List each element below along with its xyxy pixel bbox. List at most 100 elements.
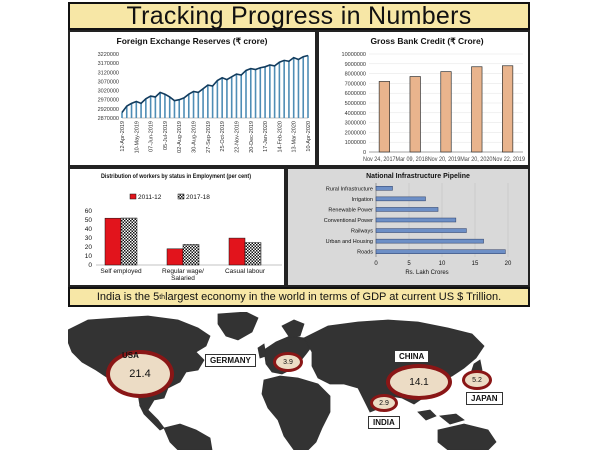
bubble-india-value: 2.9 — [379, 399, 389, 407]
credit-y-tick: 8000000 — [345, 72, 366, 78]
bubble-usa-value: 21.4 — [129, 368, 151, 380]
credit-y-tick: 9000000 — [345, 62, 366, 68]
forex-title: Foreign Exchange Reserves (₹ crore) — [117, 36, 268, 46]
pipeline-x-label: Rs. Lakh Crores — [405, 270, 448, 276]
pipeline-chart: National Infrastructure Pipeline 0 5 10 15 20… — [324, 173, 512, 276]
forex-chart: Foreign Exchange Reserves (₹ crore) 32200… — [98, 36, 312, 153]
credit-bar — [409, 76, 421, 153]
forex-x-tick: 25-Oct-2019 — [220, 121, 226, 152]
pipeline-bar — [375, 207, 439, 212]
label-germany: GERMANY — [205, 354, 256, 367]
forex-x-tick: 07-Jun-2019 — [149, 121, 155, 152]
pipeline-y-label: Railways — [351, 229, 373, 235]
forex-x-tick: 13-Mar-2020 — [292, 121, 298, 153]
workers-y-tick: 0 — [88, 262, 92, 269]
label-china: CHINA — [394, 350, 430, 363]
credit-x-labels: Nov 24, 2017Mar 09, 2018Nov 20, 2019Mar … — [363, 157, 526, 163]
workers-y-tick: 40 — [85, 226, 93, 233]
bubble-germany-value: 3.9 — [283, 358, 293, 366]
page-title-banner: Tracking Progress in Numbers — [68, 2, 530, 30]
forex-y-tick: 2970000 — [98, 98, 119, 104]
forex-x-tick: 20-Dec-2019 — [249, 121, 255, 153]
workers-y-tick: 50 — [85, 217, 93, 224]
label-usa: USA — [122, 351, 139, 360]
pipeline-bar — [375, 238, 484, 244]
credit-bar — [378, 81, 390, 153]
forex-x-tick: 17-Jan-2020 — [263, 121, 269, 152]
legend-label-2011: 2011-12 — [138, 194, 162, 201]
workers-bar-2011 — [166, 248, 184, 266]
credit-bar — [471, 66, 483, 153]
pipeline-bar — [375, 186, 393, 191]
pipeline-title: National Infrastructure Pipeline — [366, 173, 470, 180]
forex-x-tick: 10-Apr-2020 — [306, 121, 312, 152]
workers-x-label: Salaried — [171, 275, 195, 282]
forex-x-tick: 12-Apr-2019 — [120, 121, 126, 152]
credit-y-tick: 4000000 — [345, 111, 366, 117]
bubble-india: 2.9 — [370, 394, 398, 412]
pipeline-y-label: Urban and Housing — [326, 239, 373, 245]
credit-chart: Gross Bank Credit (₹ Crore)1000000090000… — [342, 36, 526, 163]
credit-bar — [502, 65, 514, 153]
bubble-china-value: 14.1 — [409, 376, 429, 388]
gdp-caption-text-before: India is the 5 — [96, 291, 160, 303]
pipeline-bar — [375, 249, 506, 254]
pipeline-x-tick: 15 — [472, 261, 479, 267]
pipeline-x-tick: 20 — [505, 261, 512, 267]
workers-bar-2017 — [182, 244, 200, 266]
forex-x-tick: 10-May-2019 — [134, 121, 140, 153]
workers-x-label: Self employed — [100, 268, 142, 275]
workers-bar-2017 — [244, 242, 262, 266]
workers-x-label: Casual labour — [225, 268, 266, 275]
workers-x-label: Regular wage/ — [162, 268, 204, 275]
forex-y-tick: 3070000 — [98, 79, 119, 85]
legend-swatch-2011 — [129, 193, 137, 200]
forex-panel: Foreign Exchange Reserves (₹ crore) 32200… — [68, 30, 317, 167]
gdp-caption-text-after: largest economy in the world in terms of… — [165, 291, 502, 303]
credit-y-tick: 10000000 — [342, 52, 366, 58]
workers-panel: Distribution of workers by status in Emp… — [68, 167, 286, 287]
pipeline-x-tick: 0 — [374, 261, 378, 267]
forex-y-tick: 2870000 — [98, 116, 119, 122]
credit-y-tick: 1000000 — [345, 140, 366, 146]
legend-swatch-2017 — [177, 193, 185, 200]
bubble-germany: 3.9 — [273, 352, 303, 372]
workers-title: Distribution of workers by status in Emp… — [101, 173, 251, 180]
pipeline-y-label: Roads — [357, 250, 373, 256]
pipeline-bar — [375, 228, 467, 233]
bubble-china: 14.1 — [386, 364, 452, 400]
credit-bar — [440, 71, 452, 153]
workers-y-tick: 10 — [85, 253, 93, 260]
workers-chart: Distribution of workers by status in Emp… — [85, 173, 282, 282]
credit-y-tick: 2000000 — [345, 130, 366, 136]
bubble-japan-value: 5.2 — [472, 376, 482, 384]
forex-x-tick: 30-Aug-2019 — [192, 121, 198, 153]
pipeline-x-tick: 5 — [407, 261, 411, 267]
workers-bar-2017 — [120, 217, 138, 266]
pipeline-x-tick: 10 — [439, 261, 446, 267]
forex-x-tick: 05-Jul-2019 — [163, 121, 169, 150]
workers-bar-2011 — [104, 217, 122, 266]
forex-line — [121, 54, 309, 113]
credit-y-tick: 7000000 — [345, 81, 366, 87]
pipeline-y-label: Conventional Power — [324, 218, 373, 224]
credit-y-tick: 6000000 — [345, 91, 366, 97]
forex-x-tick: 14-Feb-2020 — [277, 121, 283, 153]
forex-x-tick: 02-Aug-2019 — [177, 121, 183, 153]
pipeline-panel: National Infrastructure Pipeline 0 5 10 15 20… — [286, 167, 530, 287]
pipeline-bar — [375, 217, 457, 223]
workers-y-tick: 60 — [85, 208, 93, 215]
gdp-caption-superscript: th — [159, 293, 166, 301]
pipeline-bar — [375, 196, 426, 202]
pipeline-y-label: Rural Infrastructure — [326, 186, 373, 192]
pipeline-y-label: Renewable Power — [328, 207, 373, 213]
forex-y-tick: 2920000 — [98, 107, 119, 113]
forex-x-tick: 22-Nov-2019 — [234, 121, 240, 153]
gdp-world-map: 21.4 USA GERMANY 3.9 CHINA 14.1 5.2 JAPA… — [68, 312, 530, 450]
forex-y-tick: 3120000 — [98, 70, 119, 76]
page-title: Tracking Progress in Numbers — [126, 1, 472, 30]
workers-y-tick: 20 — [85, 244, 93, 251]
workers-bar-2011 — [228, 237, 246, 266]
forex-x-tick: 27-Sep-2019 — [206, 121, 212, 153]
